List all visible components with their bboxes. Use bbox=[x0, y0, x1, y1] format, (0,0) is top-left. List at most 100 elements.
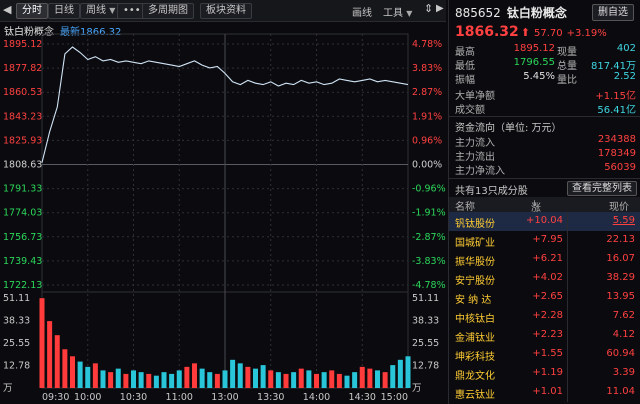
chevron-right-icon[interactable]: ▶ bbox=[436, 3, 444, 14]
volume-bar bbox=[176, 370, 182, 388]
col-divider bbox=[567, 307, 568, 326]
table-row[interactable]: 金浦钛业 +2.23 4.12 bbox=[449, 326, 640, 345]
volume-bar bbox=[245, 366, 251, 388]
table-row[interactable]: 国城矿业 +7.95 22.13 bbox=[449, 231, 640, 250]
x-tick-time: 11:00 bbox=[166, 392, 193, 403]
col-name[interactable]: 名称 bbox=[455, 202, 475, 213]
x-tick-time: 13:30 bbox=[257, 392, 284, 403]
chart-index-name: 钛白粉概念 bbox=[4, 27, 54, 38]
stock-price: 38.29 bbox=[606, 272, 635, 283]
tab-fenshi[interactable]: 分时 bbox=[16, 3, 48, 19]
tab-zhouxian-label: 周线 bbox=[86, 5, 106, 16]
table-row[interactable]: 鼎龙文化 +1.19 3.39 bbox=[449, 364, 640, 383]
chart-header: 钛白粉概念 最新1866.32 bbox=[4, 23, 121, 38]
y-tick-price: 1843.23 bbox=[3, 111, 42, 122]
table-row[interactable]: 振华股份 +6.21 16.07 bbox=[449, 250, 640, 269]
stock-name: 钒钛股份 bbox=[455, 219, 495, 230]
stat-value: 5.45% bbox=[523, 71, 555, 82]
stock-price: 22.13 bbox=[606, 234, 635, 245]
x-tick-time: 10:00 bbox=[74, 392, 101, 403]
intraday-chart[interactable]: 钛白粉概念 最新1866.32 1895.12 4.78% 1877.82 3.83% 1… bbox=[0, 22, 446, 404]
volume-bar bbox=[306, 370, 312, 388]
stock-name: 安宁股份 bbox=[455, 276, 495, 287]
flow-label: 主力流出 bbox=[455, 152, 495, 163]
tools-menu[interactable]: 工具 ▼ bbox=[383, 4, 412, 19]
expand-icon[interactable]: ⇕ bbox=[424, 2, 434, 15]
volume-bar bbox=[184, 366, 190, 388]
chevron-down-icon: ▼ bbox=[109, 6, 116, 15]
tab-zhouxian[interactable]: 周线 ▼ bbox=[80, 3, 122, 19]
price-volume-svg[interactable]: 1895.12 4.78% 1877.82 3.83% 1860.53 2.87% 1843… bbox=[0, 22, 446, 404]
y-tick-price: 1739.43 bbox=[3, 256, 42, 267]
y-tick-volume: 38.33 bbox=[3, 316, 30, 327]
volume-bar bbox=[77, 361, 83, 388]
stat-label: 振幅 bbox=[455, 75, 475, 86]
volume-bar bbox=[352, 372, 358, 388]
flow-title: 资金流向（单位: 万元） bbox=[455, 123, 562, 134]
stock-price: 3.39 bbox=[612, 367, 635, 378]
volume-bar bbox=[237, 363, 243, 388]
table-row[interactable]: 惠云钛业 +1.01 11.04 bbox=[449, 383, 640, 402]
draw-line-button[interactable]: 画线 bbox=[352, 8, 372, 19]
index-code: 885652 bbox=[455, 6, 501, 20]
turnover-label: 成交额 bbox=[455, 105, 485, 116]
flow-value: 178349 bbox=[597, 148, 636, 159]
stat-label: 最低 bbox=[455, 61, 475, 72]
stock-price: 5.59 bbox=[612, 215, 635, 226]
volume-bar bbox=[70, 356, 75, 388]
stat-label: 现量 bbox=[557, 47, 577, 58]
volume-bar bbox=[260, 365, 266, 388]
table-row[interactable]: 钒钛股份 +10.04 5.59 bbox=[449, 212, 640, 231]
multi-period-button[interactable]: 多周期图 bbox=[142, 3, 194, 19]
volume-bar bbox=[291, 372, 297, 388]
y-tick-pct: -1.91% bbox=[412, 208, 446, 219]
table-row[interactable]: 安 纳 达 +2.65 13.95 bbox=[449, 288, 640, 307]
table-row[interactable]: 安宁股份 +4.02 38.29 bbox=[449, 269, 640, 288]
stock-pct: +7.95 bbox=[532, 234, 563, 245]
volume-bar bbox=[253, 368, 258, 388]
volume-bar bbox=[161, 372, 167, 388]
turnover-value: 56.41亿 bbox=[597, 105, 636, 116]
volume-bar bbox=[54, 335, 60, 388]
volume-bar bbox=[359, 366, 365, 388]
y-tick-volume: 万 bbox=[412, 383, 422, 394]
volume-bar bbox=[169, 373, 175, 388]
y-tick-pct: 0.96% bbox=[412, 135, 442, 146]
tools-label: 工具 bbox=[383, 8, 403, 19]
flow-value: 234388 bbox=[597, 134, 636, 145]
chevron-left-icon[interactable]: ◀ bbox=[3, 3, 12, 16]
tab-rixian[interactable]: 日线 bbox=[48, 3, 80, 19]
volume-bar bbox=[115, 368, 121, 388]
view-full-list-button[interactable]: 查看完整列表 bbox=[567, 181, 637, 196]
stock-pct: +2.23 bbox=[532, 329, 563, 340]
stock-price: 16.07 bbox=[606, 253, 635, 264]
volume-bar bbox=[336, 373, 342, 388]
col-price[interactable]: 现价 bbox=[609, 202, 629, 213]
stock-name: 金浦钛业 bbox=[455, 333, 495, 344]
table-row[interactable]: 坤彩科技 +1.55 60.94 bbox=[449, 345, 640, 364]
y-tick-volume: 25.55 bbox=[3, 338, 30, 349]
board-info-button[interactable]: 板块资料 bbox=[200, 3, 252, 19]
stock-name: 国城矿业 bbox=[455, 238, 495, 249]
flow-label: 主力流入 bbox=[455, 138, 495, 149]
volume-bar bbox=[405, 356, 411, 388]
y-tick-pct: -2.87% bbox=[412, 232, 446, 243]
volume-bar bbox=[92, 363, 98, 388]
stock-pct: +10.04 bbox=[525, 215, 563, 226]
arrow-up-icon: ⬆ bbox=[520, 26, 530, 39]
col-divider bbox=[567, 383, 568, 402]
volume-bar bbox=[275, 372, 281, 388]
volume-bar bbox=[153, 375, 159, 388]
stock-name: 安 纳 达 bbox=[455, 295, 492, 306]
y-tick-volume: 12.78 bbox=[412, 361, 439, 372]
stock-table-header: 名称 涨幅%↓ 现价 bbox=[449, 197, 640, 229]
quote-panel: 885652 钛白粉概念 删自选 1866.32 ⬆ 57.70 +3.19% 最高 18… bbox=[448, 0, 640, 404]
stat-label: 总量 bbox=[557, 61, 577, 72]
volume-bar bbox=[222, 370, 228, 388]
stat-label: 量比 bbox=[557, 75, 577, 86]
stock-pct: +4.02 bbox=[532, 272, 563, 283]
remove-watchlist-button[interactable]: 删自选 bbox=[592, 4, 634, 21]
index-name: 钛白粉概念 bbox=[506, 6, 567, 20]
table-row[interactable]: 中核钛白 +2.28 7.62 bbox=[449, 307, 640, 326]
y-tick-price: 1825.93 bbox=[3, 135, 42, 146]
